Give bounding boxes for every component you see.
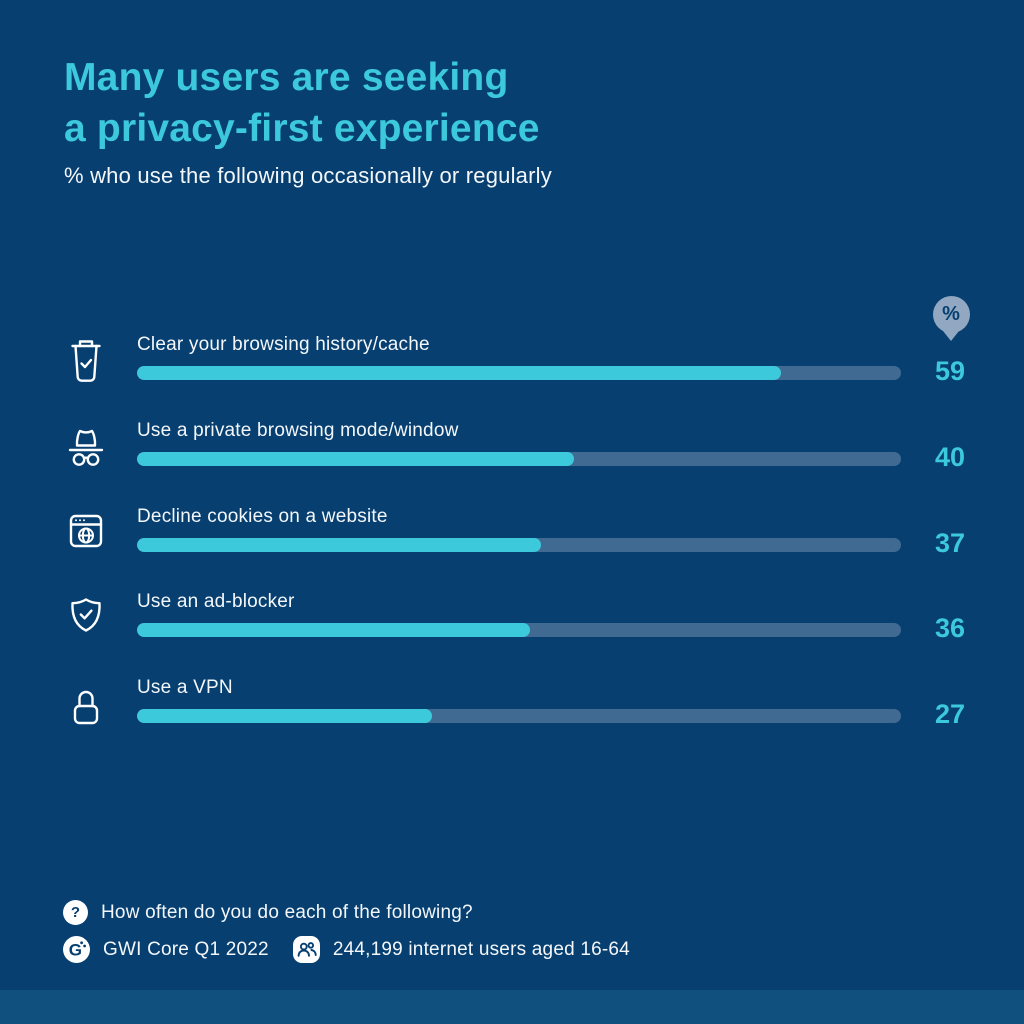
shield-check-icon <box>61 592 111 644</box>
bar-fill <box>137 709 432 723</box>
bar-track <box>137 366 901 380</box>
bottom-accent-band <box>0 990 1024 1024</box>
row-main: Use a private browsing mode/window <box>137 419 901 466</box>
chart-row-private-browsing: Use a private browsing mode/window 40 <box>0 419 1024 481</box>
footer-question-text: How often do you do each of the followin… <box>101 901 473 923</box>
row-main: Decline cookies on a website <box>137 505 901 552</box>
bar-fill <box>137 366 781 380</box>
footer-question-row: ? How often do you do each of the follow… <box>63 900 473 925</box>
question-icon: ? <box>63 900 88 925</box>
bar-label: Use an ad-blocker <box>137 591 295 612</box>
chart-row-clear-history: Clear your browsing history/cache 59 <box>0 333 1024 395</box>
page-title: Many users are seeking a privacy-first e… <box>64 52 540 154</box>
gwi-logo-icon: G <box>63 936 90 963</box>
bar-value: 37 <box>934 528 966 558</box>
trash-check-icon <box>61 335 111 387</box>
page-subtitle: % who use the following occasionally or … <box>64 163 552 188</box>
bar-value: 40 <box>934 442 966 472</box>
page-title-line2: a privacy-first experience <box>64 107 540 150</box>
bar-label: Clear your browsing history/cache <box>137 334 430 355</box>
percent-pin-pointer <box>943 331 959 341</box>
row-main: Use an ad-blocker <box>137 590 901 637</box>
page-title-line1: Many users are seeking <box>64 56 509 99</box>
bar-label: Decline cookies on a website <box>137 506 388 527</box>
bar-fill <box>137 538 541 552</box>
audience-icon <box>292 936 320 963</box>
percent-pin-circle: % <box>932 296 970 333</box>
bar-track <box>137 623 901 637</box>
footer-source-text: GWI Core Q1 2022 <box>103 938 269 960</box>
chart-row-decline-cookies: Decline cookies on a website 37 <box>0 505 1024 567</box>
percent-pin-label: % <box>942 303 960 325</box>
bar-fill <box>137 452 574 466</box>
bar-value: 36 <box>934 613 966 643</box>
footer-source-row: G GWI Core Q1 2022 244,199 internet user… <box>63 936 630 963</box>
incognito-icon <box>61 421 111 473</box>
bar-value: 59 <box>934 356 966 386</box>
lock-icon <box>61 678 111 730</box>
svg-text:G: G <box>69 941 82 960</box>
footer-audience-text: 244,199 internet users aged 16-64 <box>332 938 630 960</box>
browser-globe-icon <box>61 507 111 559</box>
bar-value: 27 <box>934 699 966 729</box>
bar-fill <box>137 623 530 637</box>
row-main: Clear your browsing history/cache <box>137 333 901 380</box>
chart-row-vpn: Use a VPN 27 <box>0 676 1024 738</box>
bar-track <box>137 709 901 723</box>
percent-pin-icon: % <box>932 296 970 341</box>
chart-row-ad-blocker: Use an ad-blocker 36 <box>0 590 1024 652</box>
bar-label: Use a VPN <box>137 677 233 698</box>
row-main: Use a VPN <box>137 676 901 723</box>
bar-track <box>137 452 901 466</box>
bar-track <box>137 538 901 552</box>
bar-label: Use a private browsing mode/window <box>137 420 459 441</box>
